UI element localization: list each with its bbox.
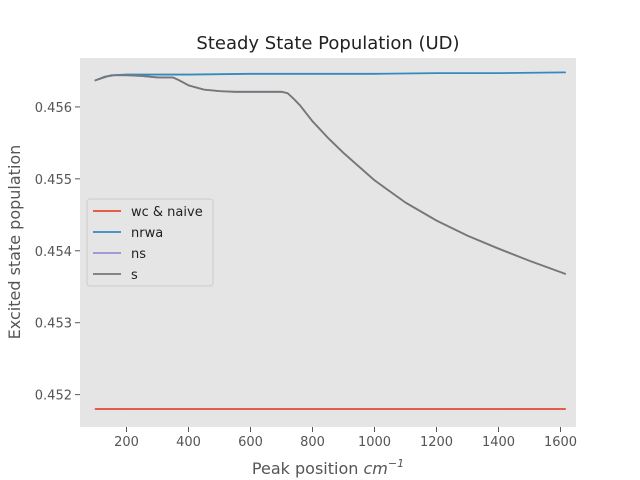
x-tick-label: 800 [300,435,325,450]
y-tick-label: 0.453 [35,317,72,332]
x-axis-label: Peak position cm−1 [252,457,404,478]
y-tick-label: 0.452 [35,389,72,404]
x-tick-label: 1600 [544,435,577,450]
x-tick-label: 1400 [482,435,515,450]
y-tick-label: 0.455 [35,173,72,188]
x-tick-label: 1200 [420,435,453,450]
y-tick-label: 0.454 [35,245,72,260]
x-axis-label-unit: cm [363,459,387,478]
legend: wc & naive nrwa ns s [86,198,214,287]
x-tick-label: 200 [114,435,139,450]
y-axis-ticks: 0.452 0.453 0.454 0.455 0.456 [35,101,80,404]
chart-title: Steady State Population (UD) [196,33,459,54]
x-axis-label-unit-exponent: −1 [388,457,404,470]
x-axis-ticks: 200 400 600 800 1000 1200 1400 1600 [114,427,577,450]
x-axis-label-text: Peak position [252,459,358,478]
legend-entry: wc & naive [131,205,203,220]
x-tick-label: 400 [176,435,201,450]
x-tick-label: 1000 [358,435,391,450]
y-tick-label: 0.456 [35,101,72,116]
series-line-4 [94,74,567,275]
legend-entry: ns [131,247,146,262]
legend-box [86,198,214,287]
legend-entry: nrwa [131,226,163,241]
x-tick-label: 600 [238,435,263,450]
y-axis-label: Excited state population [5,145,24,340]
series-layer [94,71,567,410]
legend-entry: s [131,268,138,283]
